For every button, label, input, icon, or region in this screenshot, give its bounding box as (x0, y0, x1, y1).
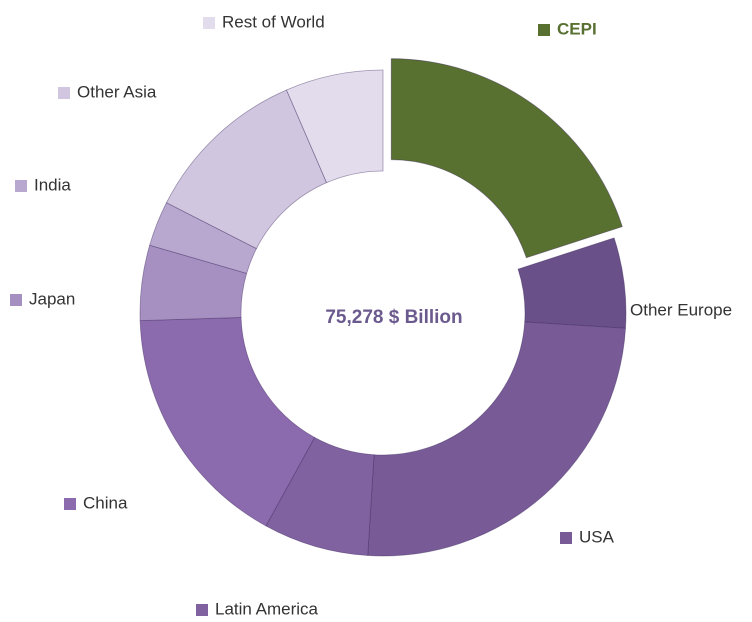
legend-marker (64, 498, 76, 510)
donut-segment (165, 89, 328, 250)
legend-label: Other Europe (630, 300, 732, 319)
donut-segment (390, 58, 623, 259)
legend-marker (560, 532, 572, 544)
legend-label: CEPI (557, 19, 597, 38)
legend-label: USA (579, 527, 615, 546)
donut-segment (139, 317, 316, 527)
legend-marker (58, 87, 70, 99)
center-label: 75,278 $ Billion (325, 307, 462, 328)
donut-segment (517, 237, 627, 329)
legend-marker (196, 604, 208, 616)
legend-label: Other Asia (77, 82, 157, 101)
legend-label: Latin America (215, 599, 319, 618)
legend-label: India (34, 175, 71, 194)
donut-segment (285, 69, 384, 184)
legend-marker (538, 24, 550, 36)
legend-label: China (83, 493, 128, 512)
legend-marker (10, 294, 22, 306)
legend-label: Japan (29, 289, 75, 308)
legend-marker (610, 304, 624, 318)
legend-marker (15, 180, 27, 192)
legend-label: Rest of World (222, 12, 325, 31)
legend-marker (203, 17, 215, 29)
donut-segment (367, 321, 626, 557)
donut-segment (265, 436, 375, 556)
